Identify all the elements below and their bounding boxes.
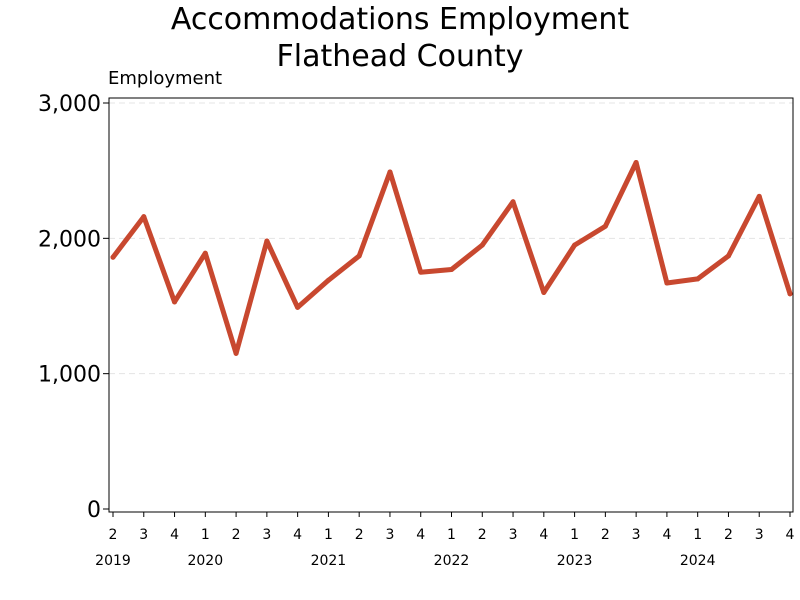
x-tick-label-14: 4 [539, 527, 548, 543]
year-label-2022: 2022 [434, 553, 470, 569]
x-tick-label-5: 3 [262, 527, 271, 543]
data-point-10 [418, 269, 424, 275]
x-tick-label-13: 3 [509, 527, 518, 543]
x-tick-label-18: 4 [662, 527, 671, 543]
x-tick-label-22: 4 [786, 527, 795, 543]
y-tick-label-3: 3,000 [38, 92, 101, 117]
data-point-2 [172, 299, 178, 305]
year-label-2023: 2023 [557, 553, 593, 569]
data-point-17 [633, 160, 639, 166]
x-tick-label-6: 4 [293, 527, 302, 543]
series-line-0 [110, 160, 793, 356]
data-point-19 [695, 276, 701, 282]
data-point-11 [449, 266, 454, 272]
year-label-2020: 2020 [187, 553, 223, 569]
x-tick-label-21: 3 [755, 527, 764, 543]
x-tick-label-15: 1 [570, 527, 579, 543]
year-label-2024: 2024 [680, 553, 716, 569]
chart-title-line-1: Accommodations Employment [170, 2, 630, 37]
data-point-14 [541, 289, 547, 295]
x-tick-label-3: 1 [201, 527, 210, 543]
x-tick-label-0: 2 [109, 527, 118, 543]
data-point-7 [325, 277, 331, 283]
x-tick-label-19: 1 [693, 527, 702, 543]
data-point-9 [387, 169, 393, 175]
data-point-16 [602, 223, 608, 229]
x-tick-label-9: 3 [385, 527, 394, 543]
data-point-12 [479, 242, 485, 248]
x-tick-label-12: 2 [478, 527, 487, 543]
chart-title-line-2: Flathead County [276, 39, 524, 74]
data-point-13 [510, 199, 516, 205]
data-point-3 [202, 250, 208, 256]
data-point-1 [141, 214, 147, 220]
year-label-2021: 2021 [311, 553, 347, 569]
data-point-5 [264, 238, 270, 244]
data-point-4 [233, 350, 239, 356]
year-label-2019: 2019 [95, 553, 131, 569]
data-point-15 [572, 242, 578, 248]
x-tick-label-10: 4 [416, 527, 425, 543]
y-tick-label-1: 1,000 [38, 363, 101, 388]
x-tick-label-1: 3 [139, 527, 148, 543]
x-tick-label-20: 2 [724, 527, 733, 543]
x-tick-label-2: 4 [170, 527, 179, 543]
plot-frame [108, 97, 794, 513]
data-point-18 [664, 280, 670, 286]
x-tick-label-11: 1 [447, 527, 456, 543]
data-point-8 [356, 253, 362, 259]
x-tick-label-8: 2 [355, 527, 364, 543]
x-tick-label-17: 3 [632, 527, 641, 543]
data-point-20 [725, 253, 731, 259]
y-tick-label-0: 0 [87, 498, 101, 523]
data-point-6 [295, 304, 301, 310]
x-tick-label-7: 1 [324, 527, 333, 543]
data-point-22 [787, 291, 793, 297]
data-point-0 [110, 254, 116, 260]
data-point-21 [756, 193, 762, 199]
x-tick-label-4: 2 [232, 527, 241, 543]
x-tick-label-16: 2 [601, 527, 610, 543]
y-axis-label: Employment [108, 68, 223, 89]
y-tick-label-2: 2,000 [38, 227, 101, 252]
